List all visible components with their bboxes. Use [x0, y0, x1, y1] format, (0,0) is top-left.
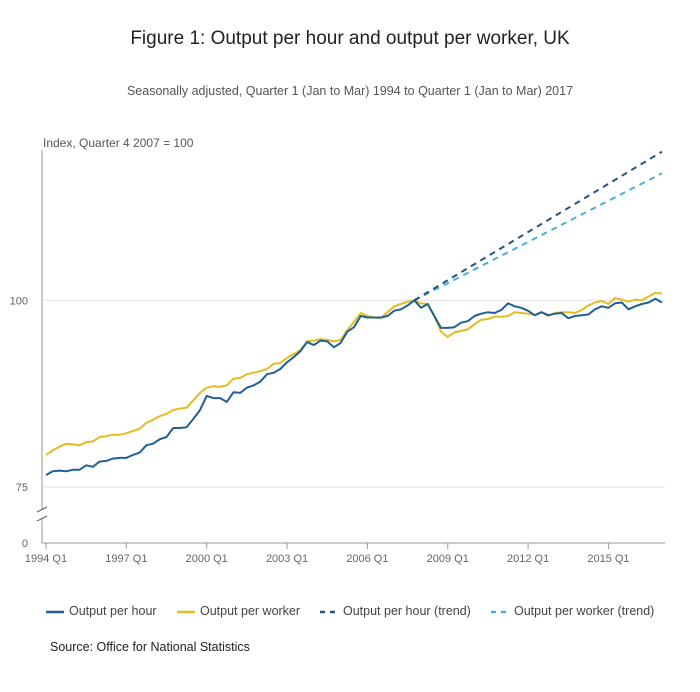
legend-swatch-solid: [46, 610, 64, 614]
axis-break-mark: [36, 506, 48, 513]
chart-subtitle: Seasonally adjusted, Quarter 1 (Jan to M…: [126, 84, 574, 98]
legend-swatch-dashed: [320, 610, 338, 614]
x-tick-label: 2003 Q1: [266, 553, 308, 565]
line-chart: Index, Quarter 4 2007 = 100 0 75 100 1994 Q1…: [10, 136, 665, 565]
series-line-output-per-worker-trend: [413, 172, 663, 302]
legend-label: Output per hour: [69, 604, 157, 618]
y-tick-label: 0: [22, 538, 28, 550]
x-tick-label: 2006 Q1: [346, 553, 388, 565]
y-tick-label: 100: [10, 295, 28, 307]
series-line-output-per-hour: [45, 297, 663, 476]
series-line-output-per-hour-trend: [413, 150, 663, 302]
x-tick-label: 2012 Q1: [507, 553, 549, 565]
chart-title: Figure 1: Output per hour and output per…: [130, 28, 570, 49]
x-tick-label: 2009 Q1: [427, 553, 469, 565]
x-tick-label: 2015 Q1: [587, 553, 629, 565]
x-tick-label: 1997 Q1: [105, 553, 147, 565]
legend-label: Output per hour (trend): [343, 604, 471, 618]
legend-label: Output per worker: [200, 604, 301, 618]
legend-swatch-dashed: [491, 610, 509, 614]
legend-swatch-solid: [177, 610, 195, 614]
x-tick-label: 1994 Q1: [25, 553, 67, 565]
y-tick-label: 75: [16, 482, 28, 494]
legend-label: Output per worker (trend): [514, 604, 655, 618]
source-note: Source: Office for National Statistics: [50, 640, 250, 654]
x-tick-label: 2000 Q1: [186, 553, 228, 565]
y-axis-title: Index, Quarter 4 2007 = 100: [43, 136, 194, 150]
axis-break-mark: [36, 515, 48, 522]
